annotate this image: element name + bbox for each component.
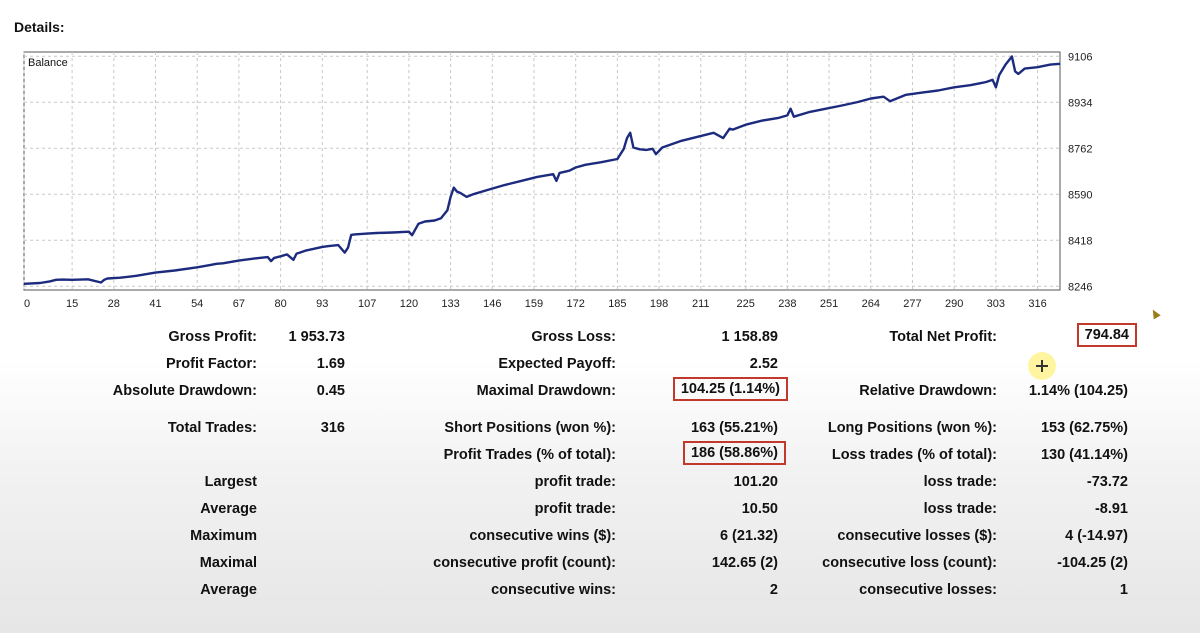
largest-loss-value: -73.72 — [1086, 474, 1128, 490]
x-tick-label: 211 — [692, 298, 710, 310]
largest-group-label: Largest — [204, 474, 257, 490]
x-tick-label: 251 — [820, 298, 838, 310]
absolute-drawdown-label: Absolute Drawdown: — [112, 383, 257, 399]
x-tick-label: 67 — [233, 298, 245, 310]
total-trades-label: Total Trades: — [167, 420, 257, 436]
gross-loss-label: Gross Loss: — [531, 329, 616, 345]
balance-series-line — [23, 55, 1061, 285]
x-tick-label: 28 — [108, 298, 120, 310]
x-tick-label: 120 — [400, 298, 418, 310]
y-tick-label: 8246 — [1068, 281, 1092, 293]
chart-title: Balance — [28, 57, 68, 69]
average-consec-loss-value: 1 — [1119, 582, 1128, 598]
y-tick-label: 8590 — [1068, 189, 1092, 201]
profit-factor-value: 1.69 — [316, 356, 345, 372]
x-tick-label: 15 — [66, 298, 78, 310]
maximum-profit-label: consecutive wins ($): — [469, 528, 616, 544]
average-consec-profit-value: 2 — [769, 582, 778, 598]
total-trades-value: 316 — [320, 420, 345, 436]
average-profit-label: profit trade: — [534, 501, 616, 517]
average-loss-label: loss trade: — [923, 501, 997, 517]
average-consec-loss-label: consecutive losses: — [859, 582, 997, 598]
average-profit-value: 10.50 — [741, 501, 778, 517]
loss-trades-label: Loss trades (% of total): — [831, 447, 997, 463]
x-tick-label: 159 — [525, 298, 543, 310]
x-tick-label: 80 — [274, 298, 286, 310]
x-tick-label: 238 — [778, 298, 796, 310]
average-group-label: Average — [200, 501, 257, 517]
maximal-profit-label: consecutive profit (count): — [433, 555, 616, 571]
x-tick-label: 316 — [1028, 298, 1046, 310]
maximal-loss-label: consecutive loss (count): — [822, 555, 997, 571]
x-tick-label: 172 — [566, 298, 584, 310]
expected-payoff-value: 2.52 — [749, 356, 778, 372]
x-tick-label: 290 — [945, 298, 963, 310]
x-tick-label: 0 — [24, 298, 30, 310]
average-loss-value: -8.91 — [1094, 501, 1128, 517]
gross-profit-label: Gross Profit: — [168, 329, 257, 345]
x-tick-label: 107 — [358, 298, 376, 310]
y-tick-label: 8934 — [1068, 97, 1092, 109]
crosshair-cursor-icon — [1028, 352, 1056, 380]
maximal-profit-value: 142.65 (2) — [711, 555, 778, 571]
x-tick-label: 303 — [987, 298, 1005, 310]
x-tick-label: 93 — [316, 298, 328, 310]
y-tick-label: 9106 — [1068, 51, 1092, 63]
balance-chart: 0 15 28 41 54 67 80 93 107 120 133 146 159 172 185 198 2… — [23, 51, 1092, 310]
maximum-group-label: Maximum — [190, 528, 257, 544]
maximum-loss-value: 4 (-14.97) — [1065, 528, 1128, 544]
maximal-drawdown-label: Maximal Drawdown: — [476, 383, 616, 399]
chart-grid — [23, 52, 1060, 290]
long-positions-label: Long Positions (won %): — [827, 420, 997, 436]
gross-profit-value: 1 953.73 — [288, 329, 345, 345]
maximum-loss-label: consecutive losses ($): — [837, 528, 997, 544]
y-tick-label: 8762 — [1068, 143, 1092, 155]
expected-payoff-label: Expected Payoff: — [498, 356, 616, 372]
x-tick-label: 133 — [441, 298, 459, 310]
largest-loss-label: loss trade: — [923, 474, 997, 490]
details-title: Details: — [14, 19, 65, 35]
x-tick-label: 225 — [736, 298, 754, 310]
short-positions-value: 163 (55.21%) — [690, 420, 778, 436]
x-tick-label: 41 — [149, 298, 161, 310]
relative-drawdown-label: Relative Drawdown: — [859, 383, 997, 399]
x-tick-label: 277 — [903, 298, 921, 310]
largest-profit-value: 101.20 — [733, 474, 778, 490]
loss-trades-value: 130 (41.14%) — [1040, 447, 1128, 463]
average-consec-group-label: Average — [200, 582, 257, 598]
profit-trades-label: Profit Trades (% of total): — [443, 447, 616, 463]
long-positions-value: 153 (62.75%) — [1040, 420, 1128, 436]
average-consec-profit-label: consecutive wins: — [491, 582, 616, 598]
x-tick-label: 264 — [862, 298, 880, 310]
total-net-profit-label: Total Net Profit: — [889, 329, 997, 345]
maximum-profit-value: 6 (21.32) — [719, 528, 778, 544]
short-positions-label: Short Positions (won %): — [444, 420, 616, 436]
largest-profit-label: profit trade: — [534, 474, 616, 490]
y-tick-label: 8418 — [1068, 235, 1092, 247]
maximal-drawdown-value: 104.25 (1.14%) — [672, 377, 788, 401]
x-tick-label: 185 — [608, 298, 626, 310]
chart-frame — [23, 51, 1061, 291]
total-net-profit-value: 794.84 — [1076, 323, 1137, 347]
profit-factor-label: Profit Factor: — [165, 356, 257, 372]
profit-trades-value: 186 (58.86%) — [682, 441, 786, 465]
relative-drawdown-value: 1.14% (104.25) — [1028, 383, 1128, 399]
x-tick-label: 198 — [650, 298, 668, 310]
x-tick-label: 146 — [483, 298, 501, 310]
maximal-group-label: Maximal — [199, 555, 257, 571]
absolute-drawdown-value: 0.45 — [316, 383, 345, 399]
x-tick-label: 54 — [191, 298, 203, 310]
maximal-loss-value: -104.25 (2) — [1057, 555, 1128, 571]
chart-ticks: 0 15 28 41 54 67 80 93 107 120 133 146 159 172 185 198 2… — [24, 51, 1092, 310]
gross-loss-value: 1 158.89 — [721, 329, 778, 345]
